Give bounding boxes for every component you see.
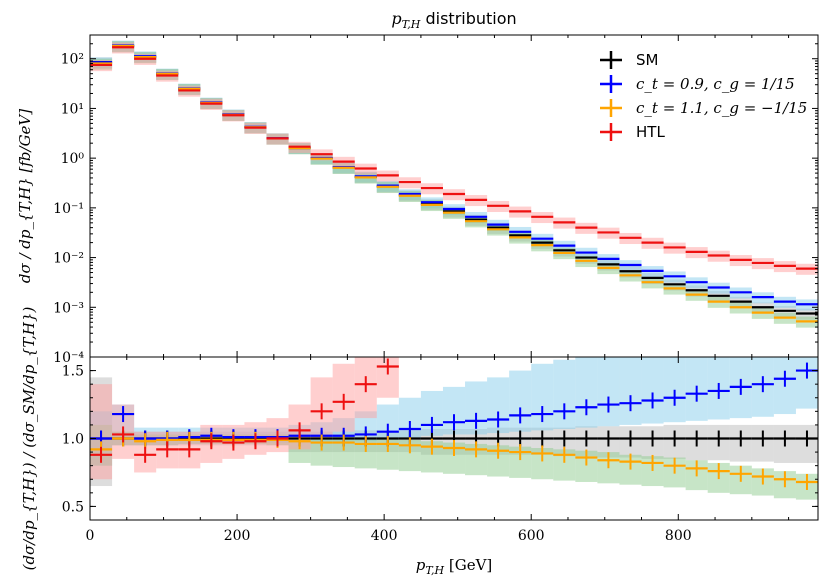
ratio-y-axis-label: (dσ/dp_{T,H}) / (dσ_SM/dp_{T,H}) — [20, 306, 38, 570]
top-y-axis-label: dσ / dp_{T,H} [fb/GeV] — [16, 109, 34, 283]
chart-title: pT,H distribution — [391, 9, 516, 31]
ratio-band-2-bin-21 — [553, 449, 576, 481]
top-ytick-label: 10⁻³ — [53, 300, 84, 316]
ratio-band-2-bin-15 — [420, 441, 443, 473]
x-axis-label: pT,H [GeV] — [416, 556, 493, 577]
legend: SM c_t = 0.9, c_g = 1/15 c_t = 1.1, c_g = … — [600, 51, 807, 141]
ratio-band-1-bin-22 — [575, 357, 598, 428]
ratio-panel-series — [90, 358, 818, 490]
top-ytick-label: 10² — [61, 52, 84, 68]
titles: pT,H distribution pT,H [GeV] dσ / dp_{T,H}… — [16, 9, 517, 577]
ratio-band-1-bin-25 — [641, 357, 664, 424]
xtick-label: 800 — [665, 528, 692, 544]
legend-label-1: c_t = 0.9, c_g = 1/15 — [636, 75, 795, 93]
xtick-label: 400 — [371, 528, 398, 544]
ratio-band-2-bin-20 — [531, 448, 554, 480]
ratio-band-1-bin-24 — [619, 357, 642, 425]
ratio-band-2-bin-16 — [442, 442, 466, 474]
ratio-band-2-bin-12 — [354, 438, 377, 469]
top-panel-series — [90, 44, 818, 323]
ratio-band-2-bin-14 — [398, 439, 421, 472]
ratio-ytick-label: 1.5 — [62, 364, 84, 380]
ratio-ytick-label: 1.0 — [62, 432, 84, 448]
legend-label-2: c_t = 1.1, c_g = −1/15 — [636, 99, 807, 117]
legend-label-0: SM — [636, 51, 658, 69]
ratio-band-2-bin-17 — [465, 443, 488, 476]
ratio-band-2-bin-19 — [509, 446, 532, 478]
ratio-band-1-bin-26 — [663, 357, 686, 423]
xtick-label: 600 — [518, 528, 545, 544]
top-ytick-label: 10⁻² — [53, 251, 84, 267]
ratio-band-2-bin-13 — [376, 438, 399, 470]
legend-label-3: HTL — [636, 123, 665, 141]
ratio-band-1-bin-23 — [597, 357, 620, 427]
ratio-band-2-bin-18 — [487, 445, 510, 477]
tick-labels: 10⁻⁴ 10⁻³ 10⁻² 10⁻¹ 10⁰ 10¹ 10² 0.5 1.0 1.5 0 200 40… — [53, 52, 691, 544]
xtick-label: 200 — [224, 528, 251, 544]
top-ytick-label: 10⁻¹ — [53, 201, 84, 217]
xtick-label: 0 — [86, 528, 95, 544]
top-ytick-label: 10⁻⁴ — [53, 350, 84, 366]
ratio-band-2-bin-11 — [332, 437, 355, 468]
axes — [89, 34, 819, 521]
top-ytick-label: 10¹ — [61, 101, 84, 117]
ratio-ytick-label: 0.5 — [62, 499, 84, 515]
top-ytick-label: 10⁰ — [61, 151, 85, 167]
